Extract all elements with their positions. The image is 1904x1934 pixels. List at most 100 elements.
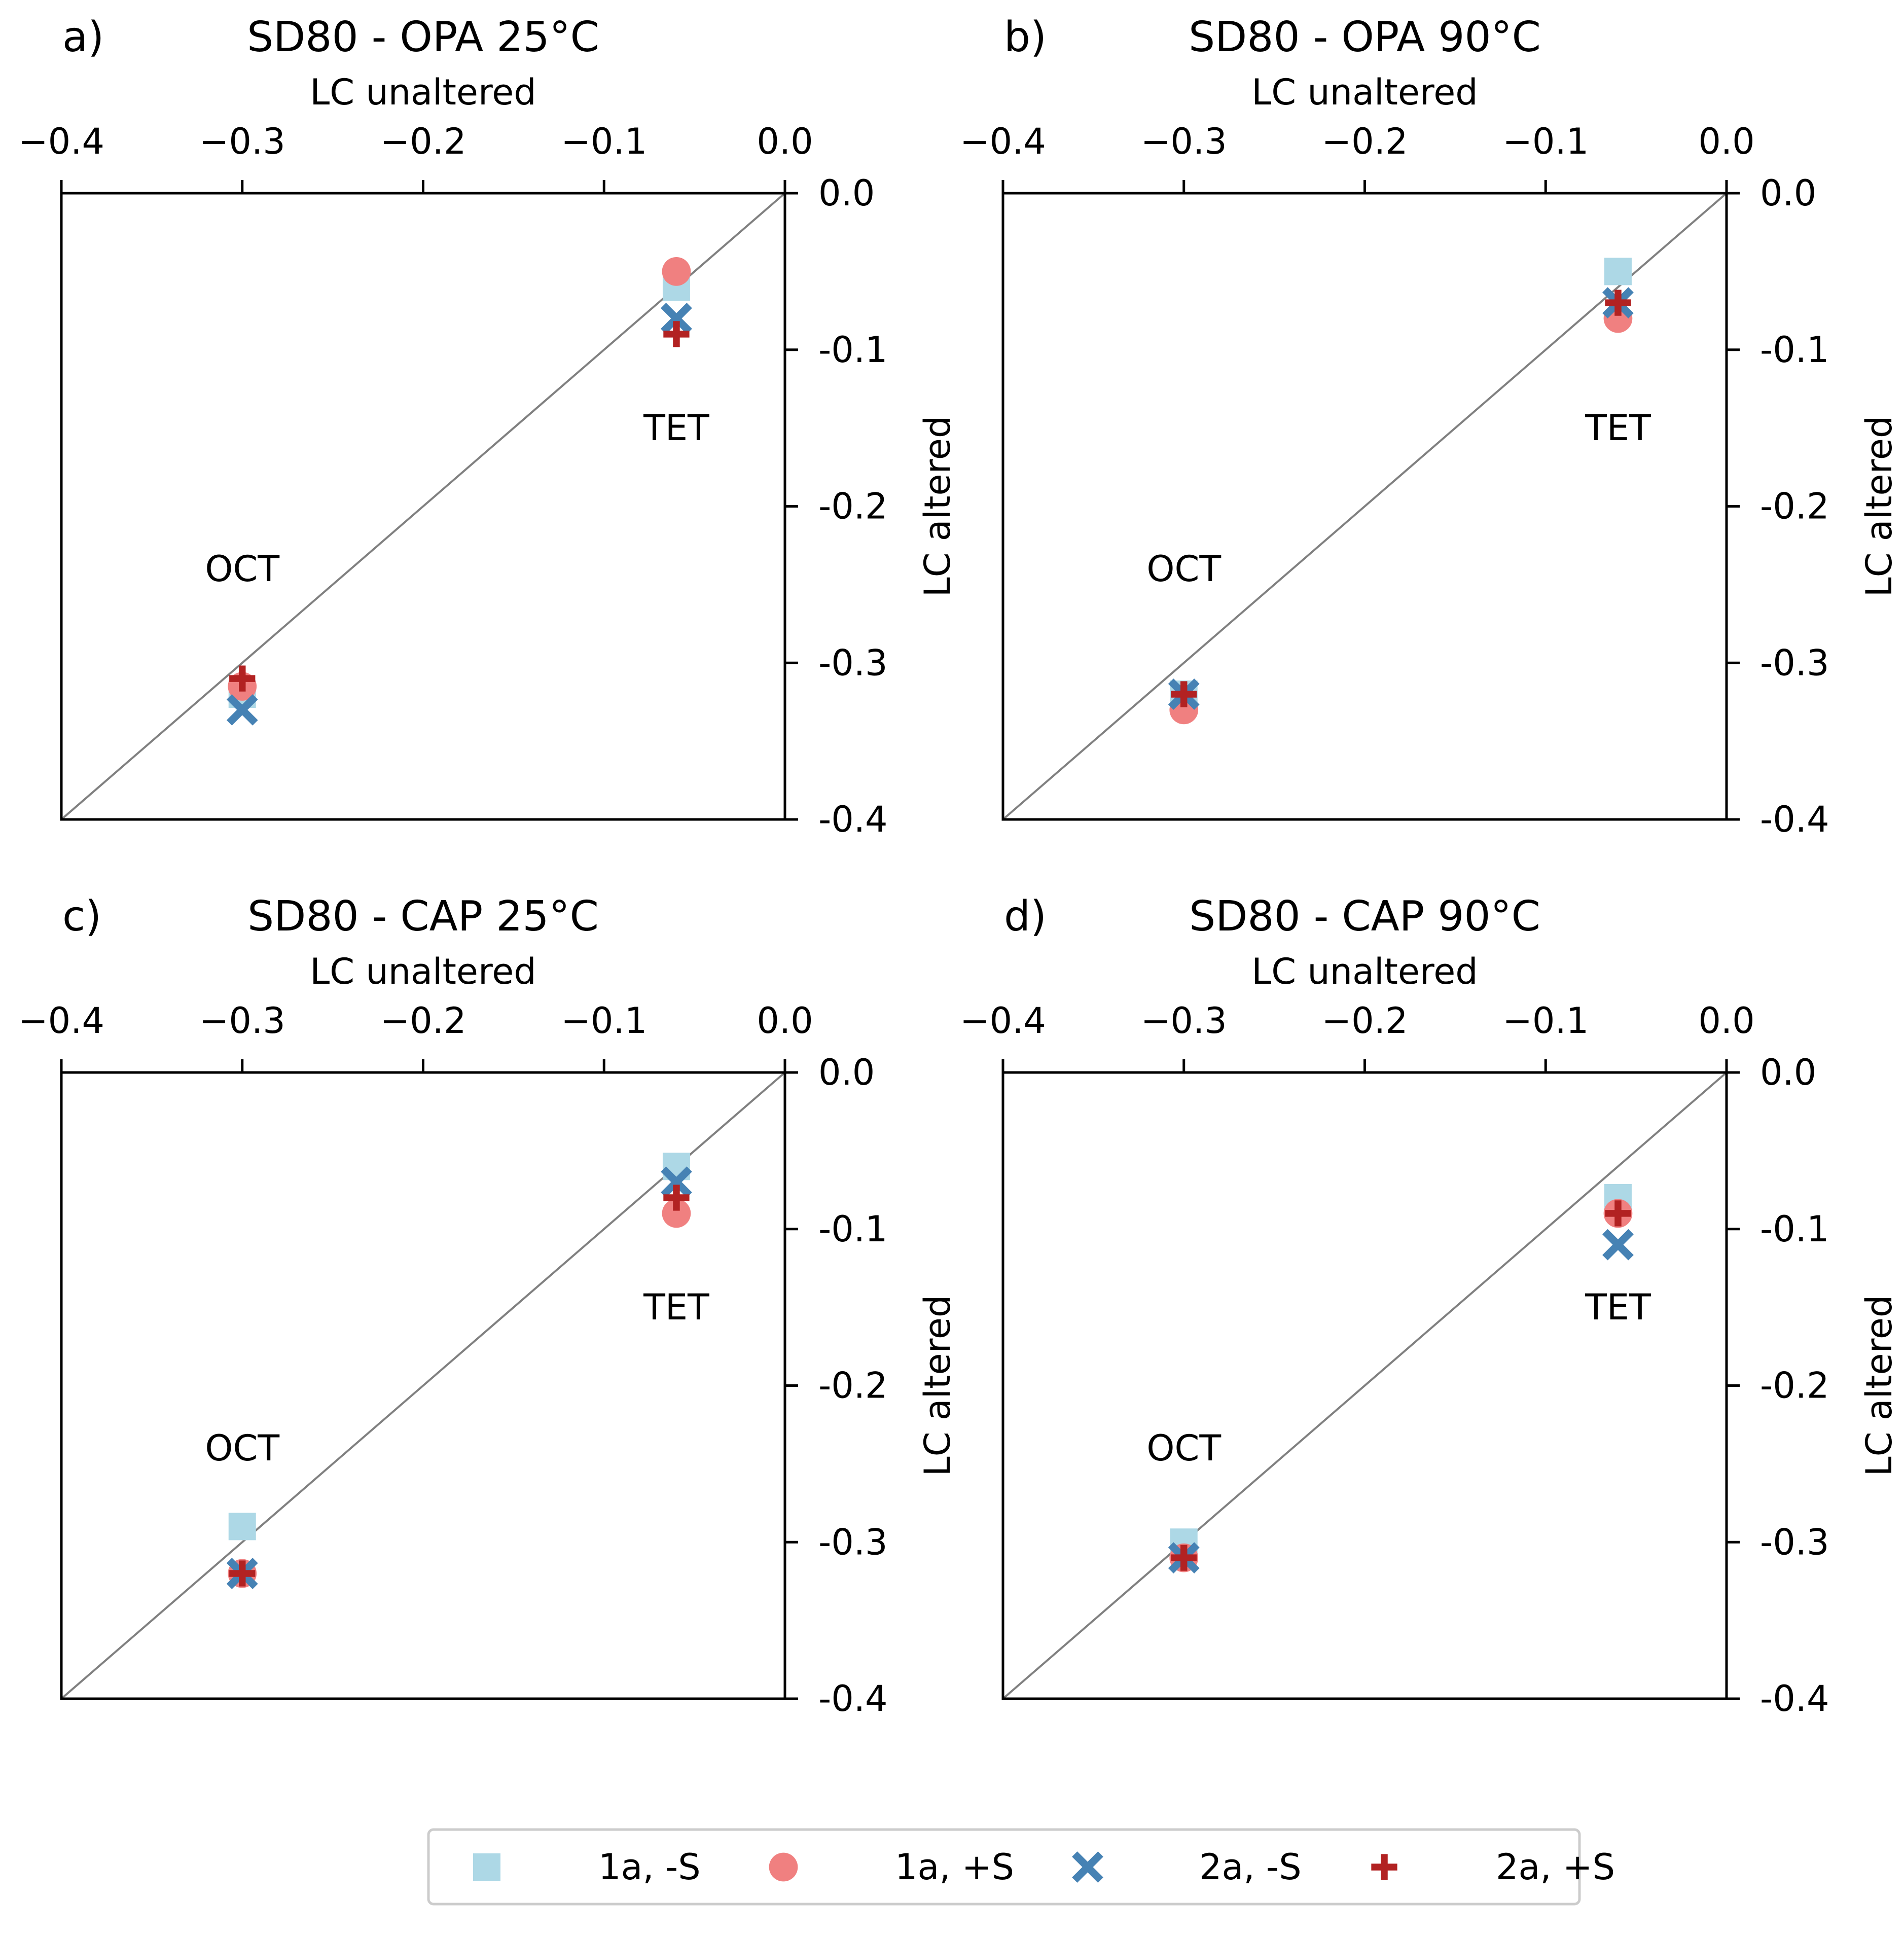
x-tick-label: −0.2 [1322,1000,1408,1042]
point-plus-oct [229,665,256,692]
point-x-tet-stroke-b [1602,1229,1634,1261]
y-tick-label: -0.1 [1760,1208,1829,1250]
legend-box [427,1828,1581,1906]
x-tick-label: −0.1 [561,121,647,162]
annotation-oct: OCT [205,548,279,590]
panel-label: b) [1004,13,1047,61]
y-axis-label: LC altered [1858,416,1900,597]
y-tick-label: -0.3 [1760,642,1829,684]
y-tick-label: -0.3 [1760,1521,1829,1563]
y-tick-label: -0.2 [818,486,888,527]
panel-d: d) SD80 - CAP 90°C LC unaltered −0.4 −0.3 −0.… [960,892,1900,1720]
point-plus-oct [229,1560,256,1587]
x-tick-label: −0.3 [1141,1000,1227,1042]
x-tick-label: −0.3 [199,121,285,162]
y-tick-label: 0.0 [1760,1052,1816,1093]
panel-title: SD80 - OPA 25°C [247,13,599,61]
panel-title: SD80 - CAP 25°C [247,892,599,941]
x-tick-label: −0.2 [380,1000,466,1042]
x-tick-label: 0.0 [1698,1000,1754,1042]
y-tick-label: -0.2 [1760,486,1829,527]
y-axis-label: LC altered [1858,1295,1900,1477]
y-axis-label: LC altered [917,416,958,597]
point-circle-tet [662,257,691,286]
annotation-oct: OCT [1146,1427,1221,1469]
point-square-oct-shape [228,1513,256,1541]
x-tick-label: 0.0 [1698,121,1754,162]
panel-label: c) [62,892,101,941]
x-tick-label: −0.4 [960,1000,1046,1042]
point-x-tet-stroke-b [661,1166,692,1198]
x-axis-label: LC unaltered [310,951,536,992]
legend-marker-circle-shape [769,1852,798,1882]
legend-marker-circle [769,1852,798,1882]
panel-a: a) SD80 - OPA 25°C LC unaltered −0.4 −0.3 −0.… [18,13,958,840]
y-tick-label: -0.1 [818,329,888,371]
y-tick-label: -0.3 [818,1521,888,1563]
annotation-tet: TET [643,1286,709,1328]
legend: 1a, -S 1a, +S 2a, -S 2a, +S [427,1828,1615,1906]
panel-title: SD80 - CAP 90°C [1189,892,1540,941]
y-tick-label: 0.0 [1760,172,1816,214]
legend-marker-x-stroke-b [1072,1851,1103,1883]
point-x-tet [661,303,692,334]
point-plus-tet [1605,290,1631,316]
x-tick-label: −0.4 [960,121,1046,162]
x-axis-label: LC unaltered [1251,951,1478,992]
legend-label: 1a, -S [598,1846,701,1888]
x-axis-label: LC unaltered [1251,71,1478,113]
point-square-oct [228,1513,256,1541]
legend-marker-square [473,1853,500,1881]
panel-title: SD80 - OPA 90°C [1189,13,1541,61]
y-tick-label: -0.3 [818,642,888,684]
y-tick-label: -0.2 [818,1365,888,1407]
x-tick-label: −0.2 [380,121,466,162]
y-tick-label: -0.4 [818,799,888,840]
point-x-oct [226,694,258,726]
legend-label: 2a, +S [1496,1846,1615,1888]
annotation-tet: TET [643,407,709,449]
annotation-oct: OCT [1146,548,1221,590]
panel-b: b) SD80 - OPA 90°C LC unaltered −0.4 −0.3 −0.… [960,13,1900,840]
x-tick-label: −0.4 [18,1000,104,1042]
x-tick-label: −0.3 [199,1000,285,1042]
panel-label: d) [1004,892,1047,941]
annotation-tet: TET [1585,407,1651,449]
y-tick-label: -0.4 [1760,1678,1829,1720]
point-plus-oct [1171,1545,1197,1571]
x-tick-label: −0.1 [1502,121,1589,162]
x-tick-label: −0.1 [561,1000,647,1042]
y-tick-label: -0.4 [1760,799,1829,840]
x-tick-label: −0.4 [18,121,104,162]
y-axis-label: LC altered [917,1295,958,1477]
y-tick-label: 0.0 [818,172,875,214]
x-tick-label: 0.0 [757,1000,813,1042]
panel-label: a) [62,13,104,61]
x-tick-label: −0.3 [1141,121,1227,162]
point-x-tet [1602,1229,1634,1261]
point-plus-tet [1605,1200,1631,1227]
x-tick-label: −0.1 [1502,1000,1589,1042]
point-square-tet [1604,258,1632,285]
legend-label: 2a, -S [1199,1846,1302,1888]
legend-label: 1a, +S [895,1846,1014,1888]
legend-marker-square-shape [473,1853,500,1881]
point-circle-tet [662,1199,691,1228]
identity-line [1002,1071,1728,1700]
x-tick-label: 0.0 [757,121,813,162]
point-x-oct-stroke-b [226,694,258,726]
point-square-tet-shape [1604,258,1632,285]
y-tick-label: -0.4 [818,1678,888,1720]
y-tick-label: -0.2 [1760,1365,1829,1407]
point-plus-tet [663,321,690,347]
legend-item: 2a, +S [1371,1846,1615,1888]
identity-line [1002,192,1728,820]
legend-marker-plus [1371,1854,1397,1880]
point-x-tet [661,1166,692,1198]
x-axis-label: LC unaltered [310,71,536,113]
annotation-tet: TET [1585,1286,1651,1328]
annotation-oct: OCT [205,1427,279,1469]
point-plus-tet [663,1185,690,1211]
point-plus-oct [1171,681,1197,707]
